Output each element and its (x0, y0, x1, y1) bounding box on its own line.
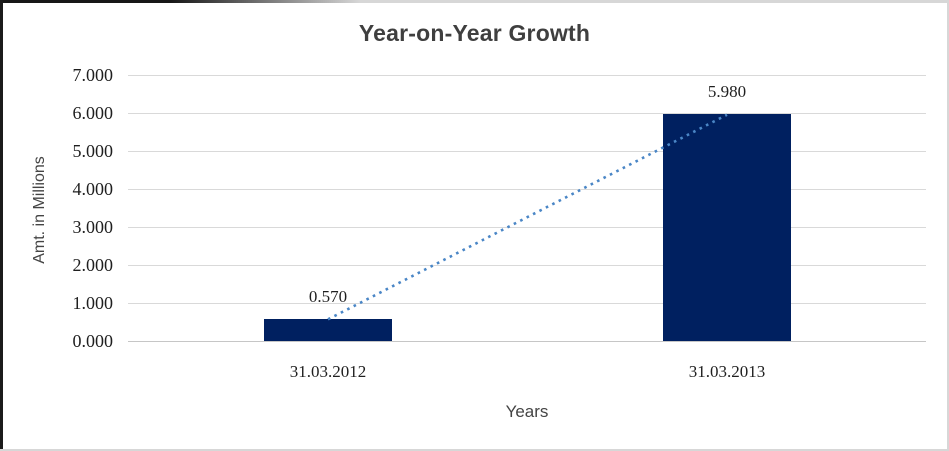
data-label: 0.570 (308, 287, 348, 307)
frame-border-right (947, 0, 949, 451)
data-label: 5.980 (707, 81, 747, 101)
frame-border-top (0, 0, 949, 3)
bar-31.03.2013 (663, 113, 791, 341)
bar-31.03.2012 (264, 319, 392, 341)
gridline (128, 265, 926, 266)
y-axis-tick-label: 0.000 (72, 331, 114, 351)
gridline (128, 151, 926, 152)
frame-border-left (0, 0, 3, 451)
y-axis-tick-label: 4.000 (72, 179, 114, 199)
gridline (128, 75, 926, 76)
x-axis-title: Years (505, 402, 549, 421)
frame-border-bottom (0, 449, 949, 451)
gridline (128, 227, 926, 228)
y-axis-tick-label: 5.000 (72, 141, 114, 161)
gridline (128, 303, 926, 304)
chart-title: Year-on-Year Growth (358, 20, 591, 46)
y-axis-tick-label: 3.000 (72, 217, 114, 237)
y-axis-tick-label: 7.000 (72, 65, 114, 85)
x-axis-line (128, 341, 926, 342)
y-axis-tick-label: 6.000 (72, 103, 114, 123)
x-axis-tick-label: 31.03.2012 (289, 362, 367, 381)
y-axis-tick-label: 1.000 (72, 293, 114, 313)
y-axis-tick-label: 2.000 (72, 255, 114, 275)
x-axis-tick-label: 31.03.2013 (688, 362, 766, 381)
gridline (128, 113, 926, 114)
gridline (128, 189, 926, 190)
y-axis-title: Amt. in Millions (31, 156, 48, 264)
